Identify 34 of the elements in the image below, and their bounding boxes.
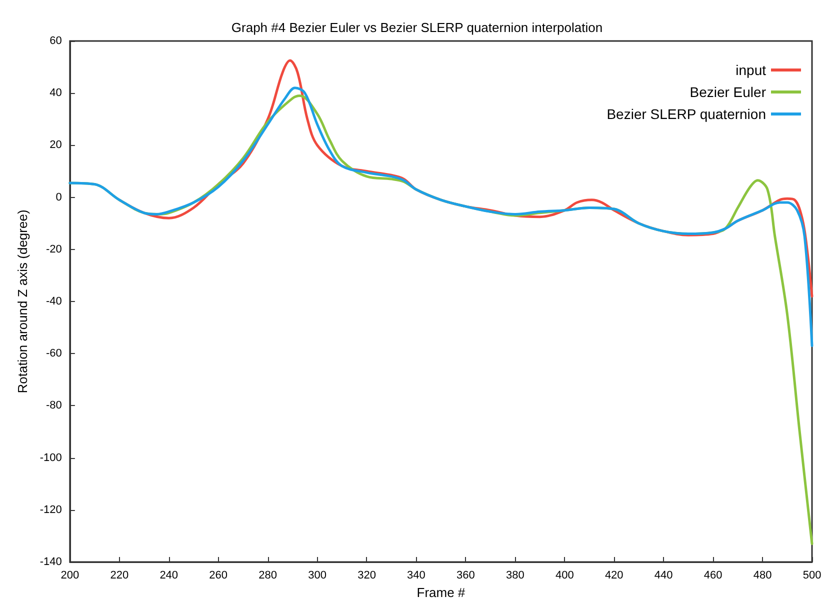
x-tick-label: 460	[704, 570, 722, 582]
y-tick-label: 20	[50, 139, 62, 152]
y-axis-title: Rotation around Z axis (degree)	[15, 210, 30, 394]
legend-label: Bezier SLERP quaternion	[606, 106, 766, 122]
x-tick-label: 420	[604, 570, 624, 582]
y-tick-label: -40	[46, 296, 62, 308]
y-tick-label: -60	[46, 348, 62, 360]
y-tick-label: -80	[46, 400, 62, 412]
y-tick-label: -100	[40, 452, 62, 464]
x-tick-label: 320	[358, 570, 376, 582]
y-tick-label: 0	[56, 191, 62, 204]
y-tick-label: -20	[46, 243, 62, 256]
x-tick-label: 380	[506, 570, 524, 582]
y-tick-label: 40	[50, 87, 62, 100]
x-tick-label: 220	[110, 570, 129, 582]
y-tick-label: -120	[40, 504, 62, 516]
x-tick-label: 480	[753, 570, 772, 582]
x-tick-label: 340	[407, 570, 426, 582]
x-tick-label: 440	[654, 570, 673, 582]
y-tick-label: 60	[50, 35, 62, 47]
x-axis-title: Frame #	[416, 584, 466, 600]
y-tick-label: -140	[40, 556, 62, 568]
legend-label: input	[736, 62, 766, 78]
x-tick-label: 200	[60, 570, 80, 582]
x-tick-label: 260	[209, 570, 228, 582]
x-tick-label: 300	[308, 570, 326, 582]
line-series	[68, 86, 814, 348]
x-tick-label: 240	[160, 570, 178, 582]
legend-label: Bezier Euler	[690, 84, 766, 100]
x-tick-label: 360	[456, 570, 475, 582]
chart-title: Graph #4 Bezier Euler vs Bezier SLERP quaternion interpolation	[231, 20, 603, 35]
x-tick-label: 280	[258, 570, 277, 582]
x-tick-label: 500	[802, 570, 822, 582]
x-tick-label: 400	[555, 570, 574, 582]
